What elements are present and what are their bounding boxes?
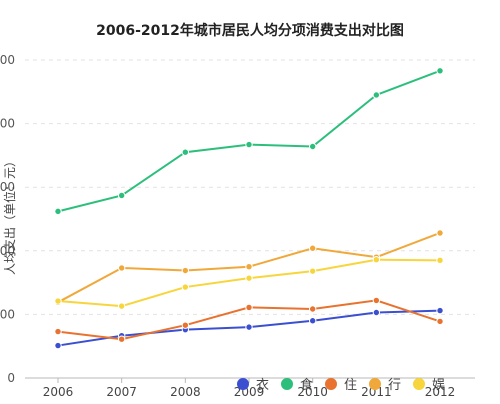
- legend-item-衣[interactable]: 衣: [237, 377, 269, 393]
- x-tick-label: 2006: [43, 385, 74, 399]
- axes: 0000000000000000200620072008200920102011…: [0, 53, 475, 399]
- data-point[interactable]: [181, 148, 190, 156]
- data-point[interactable]: [372, 256, 381, 264]
- legend-marker: [281, 378, 293, 390]
- data-point[interactable]: [372, 91, 381, 99]
- data-point[interactable]: [245, 274, 253, 282]
- x-tick-label: 2008: [170, 385, 201, 399]
- series-住: [54, 296, 444, 343]
- data-point[interactable]: [436, 306, 444, 315]
- x-tick-label: 2011: [361, 385, 392, 399]
- legend-marker: [413, 378, 425, 390]
- data-point[interactable]: [436, 229, 444, 237]
- y-tick-label: 000: [0, 117, 15, 131]
- legend[interactable]: 衣食住行娱: [237, 377, 445, 393]
- data-point[interactable]: [181, 321, 190, 329]
- legend-marker: [325, 378, 337, 390]
- x-tick-label: 2012: [425, 385, 456, 399]
- grid-lines: [25, 59, 475, 315]
- data-point[interactable]: [308, 267, 317, 275]
- x-tick-label: 2010: [297, 385, 328, 399]
- data-point[interactable]: [117, 264, 126, 272]
- legend-item-住[interactable]: 住: [325, 378, 357, 393]
- data-point[interactable]: [117, 191, 126, 200]
- x-tick-label: 2007: [106, 385, 137, 399]
- data-point[interactable]: [245, 140, 253, 149]
- legend-label: 食: [300, 377, 313, 393]
- y-tick-label: 000: [0, 307, 15, 321]
- series-食: [54, 67, 444, 216]
- legend-item-食[interactable]: 食: [281, 377, 313, 393]
- data-point[interactable]: [436, 256, 444, 265]
- data-point[interactable]: [308, 244, 317, 252]
- data-point[interactable]: [372, 296, 381, 305]
- data-point[interactable]: [436, 67, 444, 75]
- series-group: [54, 67, 444, 350]
- y-tick-label: 000: [0, 244, 15, 258]
- data-point[interactable]: [181, 283, 190, 291]
- y-tick-label: 000: [0, 53, 15, 67]
- data-point[interactable]: [436, 317, 444, 326]
- data-point[interactable]: [54, 327, 62, 336]
- data-point[interactable]: [54, 207, 62, 216]
- y-tick-label: 0: [7, 371, 15, 385]
- chart-title: 2006-2012年城市居民人均分项消费支出对比图: [96, 22, 404, 39]
- data-point[interactable]: [308, 142, 317, 151]
- legend-label: 娱: [432, 378, 445, 393]
- series-衣: [54, 306, 444, 350]
- series-行: [54, 229, 444, 307]
- data-point[interactable]: [181, 266, 190, 275]
- legend-label: 行: [388, 378, 401, 393]
- legend-item-行[interactable]: 行: [369, 378, 401, 393]
- legend-label: 衣: [256, 377, 269, 393]
- y-axis-label: 人均支出（单位：元）: [2, 155, 17, 275]
- data-point[interactable]: [308, 317, 317, 325]
- data-point[interactable]: [245, 263, 253, 271]
- data-point[interactable]: [117, 335, 126, 343]
- data-point[interactable]: [54, 297, 62, 305]
- data-point[interactable]: [372, 308, 381, 317]
- data-point[interactable]: [245, 323, 253, 331]
- legend-item-娱[interactable]: 娱: [413, 378, 445, 393]
- data-point[interactable]: [117, 302, 126, 310]
- series-娱: [54, 256, 444, 310]
- legend-marker: [369, 378, 381, 390]
- data-point[interactable]: [54, 341, 62, 350]
- legend-label: 住: [344, 378, 357, 393]
- data-point[interactable]: [245, 303, 253, 312]
- data-point[interactable]: [308, 305, 317, 313]
- y-tick-label: 000: [0, 180, 15, 194]
- legend-marker: [237, 378, 249, 390]
